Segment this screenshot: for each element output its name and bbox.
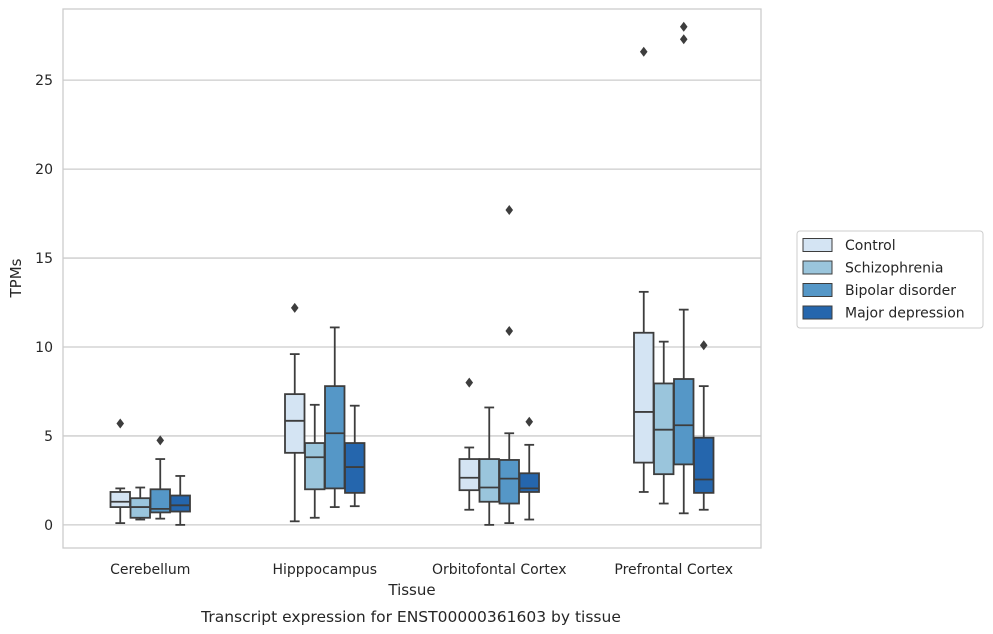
outlier-point	[156, 435, 165, 446]
box-iqr	[518, 472, 540, 493]
legend-label: Major depression	[845, 306, 965, 322]
box-2-2	[498, 205, 520, 524]
legend-swatch	[802, 238, 833, 252]
box-2-3	[673, 21, 695, 515]
box-iqr	[284, 393, 306, 454]
chart-caption: Transcript expression for ENST0000036160…	[200, 608, 621, 626]
box-2-1	[324, 326, 346, 508]
box-iqr	[478, 458, 500, 503]
legend-frame	[796, 230, 984, 329]
x-axis-label: Tissue	[387, 581, 435, 599]
x-axis-ticks: Cerebellum Hipppocampus Orbitofontal Corte…	[110, 562, 733, 578]
box-1-3	[653, 340, 675, 505]
outlier-point	[679, 21, 688, 32]
box-0-3	[633, 46, 655, 493]
box-iqr	[169, 494, 191, 513]
legend-label: Schizophrenia	[845, 261, 943, 277]
box-3-0	[169, 475, 191, 526]
x-tick-label: Cerebellum	[110, 562, 190, 578]
box-iqr	[109, 491, 131, 508]
y-tick-label: 0	[44, 518, 53, 534]
box-3-3	[693, 340, 715, 511]
outlier-point	[465, 377, 474, 388]
outlier-point	[525, 416, 534, 427]
box-1-2	[478, 406, 500, 526]
plot-area-frame	[62, 8, 762, 549]
boxes	[109, 21, 715, 526]
outlier-point	[116, 418, 125, 429]
box-1-0	[129, 486, 151, 521]
legend-swatch	[802, 260, 833, 275]
outlier-point	[639, 46, 648, 57]
box-1-1	[304, 403, 326, 519]
box-iqr	[633, 331, 655, 464]
box-iqr	[673, 378, 695, 466]
x-tick-label: Prefrontal Cortex	[614, 562, 733, 578]
legend-label: Bipolar disorder	[845, 283, 956, 299]
y-tick-label: 10	[35, 340, 53, 356]
outlier-point	[290, 302, 299, 313]
box-iqr	[304, 442, 326, 491]
box-0-0	[109, 418, 131, 524]
y-tick-label: 20	[35, 162, 53, 178]
box-iqr	[324, 385, 346, 490]
outlier-point	[679, 34, 688, 45]
outlier-point	[505, 205, 514, 216]
box-2-0	[149, 435, 171, 520]
box-0-2	[458, 377, 480, 511]
legend-label: Control	[845, 238, 896, 254]
legend: Control Schizophrenia Bipolar disorder Majo…	[796, 230, 984, 329]
x-tick-label: Orbitofontal Cortex	[432, 562, 567, 578]
y-tick-label: 5	[44, 429, 53, 445]
outlier-point	[699, 340, 708, 351]
box-0-1	[284, 302, 306, 523]
box-iqr	[498, 459, 520, 505]
legend-swatch	[802, 283, 833, 297]
box-iqr	[693, 436, 715, 494]
box-3-1	[344, 404, 366, 508]
gridlines	[63, 79, 761, 526]
box-iqr	[458, 458, 480, 492]
legend-swatch	[802, 305, 833, 320]
box-3-2	[518, 416, 540, 521]
y-tick-label: 25	[35, 73, 53, 89]
outlier-point	[505, 325, 514, 336]
y-axis-ticks: 0 5 10 15 20 25	[35, 73, 53, 534]
y-axis-label: TPMs	[7, 258, 25, 298]
x-tick-label: Hipppocampus	[272, 562, 377, 578]
y-tick-label: 15	[35, 251, 53, 267]
